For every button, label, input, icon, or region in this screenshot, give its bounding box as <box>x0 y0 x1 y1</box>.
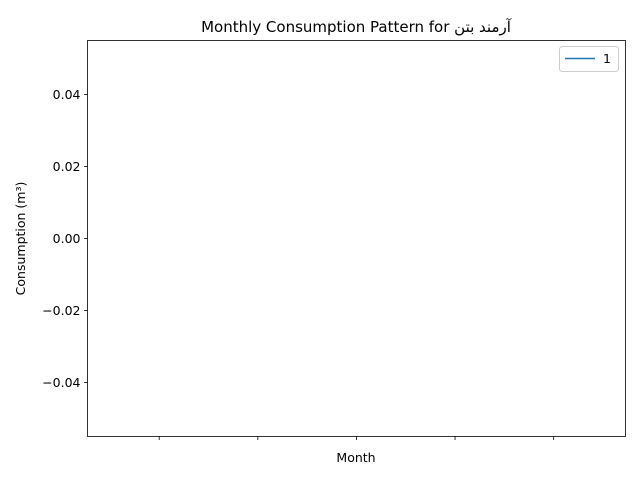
legend-series-label: 1 <box>603 51 611 66</box>
y-tick-label: −0.04 <box>42 375 80 390</box>
plot-area <box>87 40 626 437</box>
plot-frame <box>87 40 626 437</box>
x-axis-label: Month <box>336 450 375 465</box>
y-axis: 0.04 0.02 0.00 −0.02 −0.04 <box>42 87 88 390</box>
chart-title: Monthly Consumption Pattern for آرمند بت… <box>201 18 512 36</box>
y-tick-label: 0.02 <box>53 159 81 174</box>
y-axis-label: Consumption (m³) <box>13 182 28 296</box>
y-tick-label: 0.00 <box>53 231 81 246</box>
y-tick-label: −0.02 <box>42 303 80 318</box>
x-axis <box>158 436 555 440</box>
legend: 1 <box>559 46 619 72</box>
plot-background <box>87 40 626 437</box>
y-tick-label: 0.04 <box>53 87 81 102</box>
